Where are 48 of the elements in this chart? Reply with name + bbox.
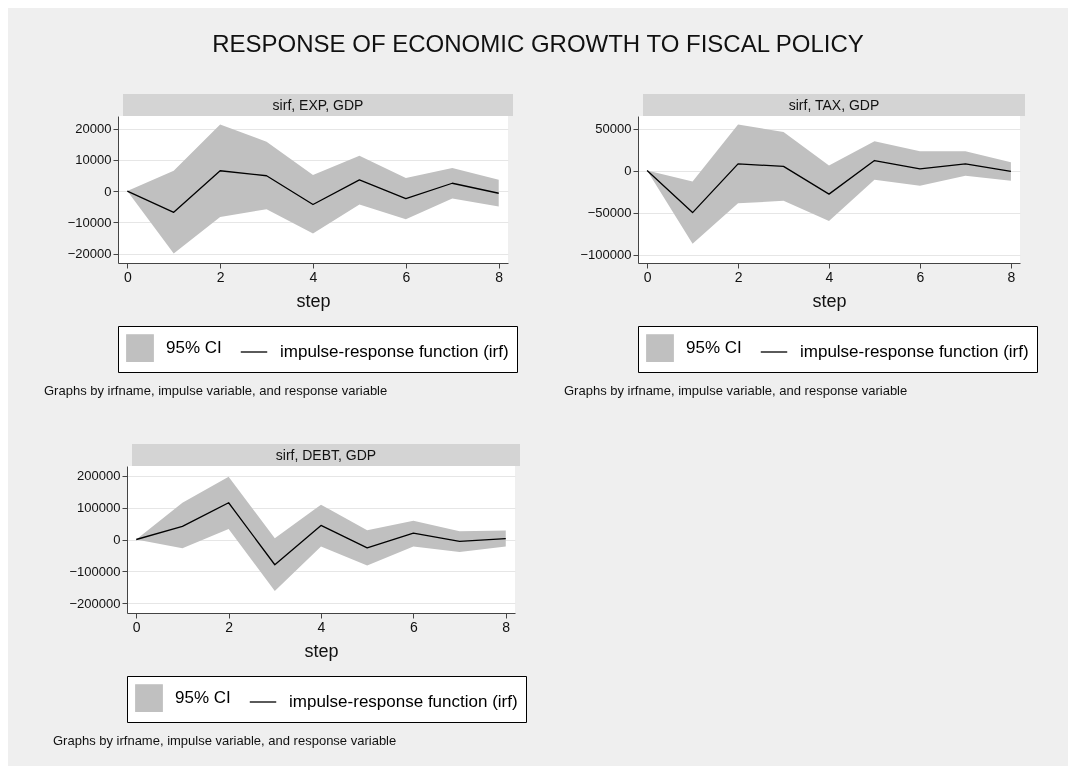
y-tick-label: −50000 — [587, 205, 632, 221]
x-tick-label: 8 — [502, 618, 511, 635]
text: Graphs by irfname, impulse variable, and response variable — [564, 383, 909, 398]
chart-title: sirf, TAX, GDP — [643, 94, 1025, 116]
x-axis-title: step — [296, 290, 331, 311]
x-tick-label: 8 — [495, 268, 504, 285]
y-tick-label: 50000 — [595, 121, 632, 137]
chart-title: sirf, DEBT, GDP — [132, 444, 520, 466]
legend-label: impulse-response function (irf) — [800, 342, 1029, 361]
y-tick-label: −100000 — [580, 247, 632, 263]
x-tick-label: 2 — [734, 268, 743, 285]
x-tick-label: 6 — [916, 268, 925, 285]
y-tick-label: 0 — [104, 183, 112, 199]
x-tick-label: 0 — [123, 268, 132, 285]
x-tick-label: 4 — [309, 268, 318, 285]
text: Graphs by irfname, impulse variable, and response variable — [53, 733, 398, 748]
y-tick-label: 200000 — [77, 468, 121, 484]
y-tick-label: 10000 — [75, 152, 112, 168]
y-tick-label: 100000 — [77, 500, 121, 516]
x-tick-label: 4 — [825, 268, 834, 285]
legend-label: 95% CI — [175, 688, 231, 708]
x-tick-label: 2 — [225, 618, 234, 635]
text: Graphs by irfname, impulse variable, and response variable — [44, 383, 389, 398]
x-tick-label: 8 — [1007, 268, 1016, 285]
x-tick-label: 6 — [402, 268, 411, 285]
legend-label: impulse-response function (irf) — [280, 342, 509, 361]
legend-label: 95% CI — [686, 338, 742, 358]
x-tick-label: 4 — [317, 618, 326, 635]
line-series — [646, 159, 1012, 214]
legend-label: impulse-response function (irf) — [289, 692, 518, 711]
x-axis-title: step — [304, 640, 339, 661]
x-axis-title: step — [812, 290, 847, 311]
line-series — [135, 502, 507, 566]
x-tick-label: 2 — [216, 268, 225, 285]
y-tick-label: 0 — [624, 163, 632, 179]
y-tick-label: −100000 — [69, 563, 121, 579]
line-series — [126, 170, 500, 213]
x-tick-label: 0 — [643, 268, 652, 285]
y-tick-label: 20000 — [75, 121, 112, 137]
y-tick-label: 0 — [113, 532, 121, 547]
text: RESPONSE OF ECONOMIC GROWTH TO FISCAL POLICY — [211, 30, 865, 58]
y-tick-label: −10000 — [67, 214, 112, 230]
x-tick-label: 6 — [409, 618, 418, 635]
chart-title: sirf, EXP, GDP — [123, 94, 513, 116]
x-tick-label: 0 — [132, 618, 141, 635]
y-tick-label: −20000 — [67, 246, 112, 262]
y-tick-label: −200000 — [69, 595, 121, 611]
legend-label: 95% CI — [166, 338, 222, 358]
